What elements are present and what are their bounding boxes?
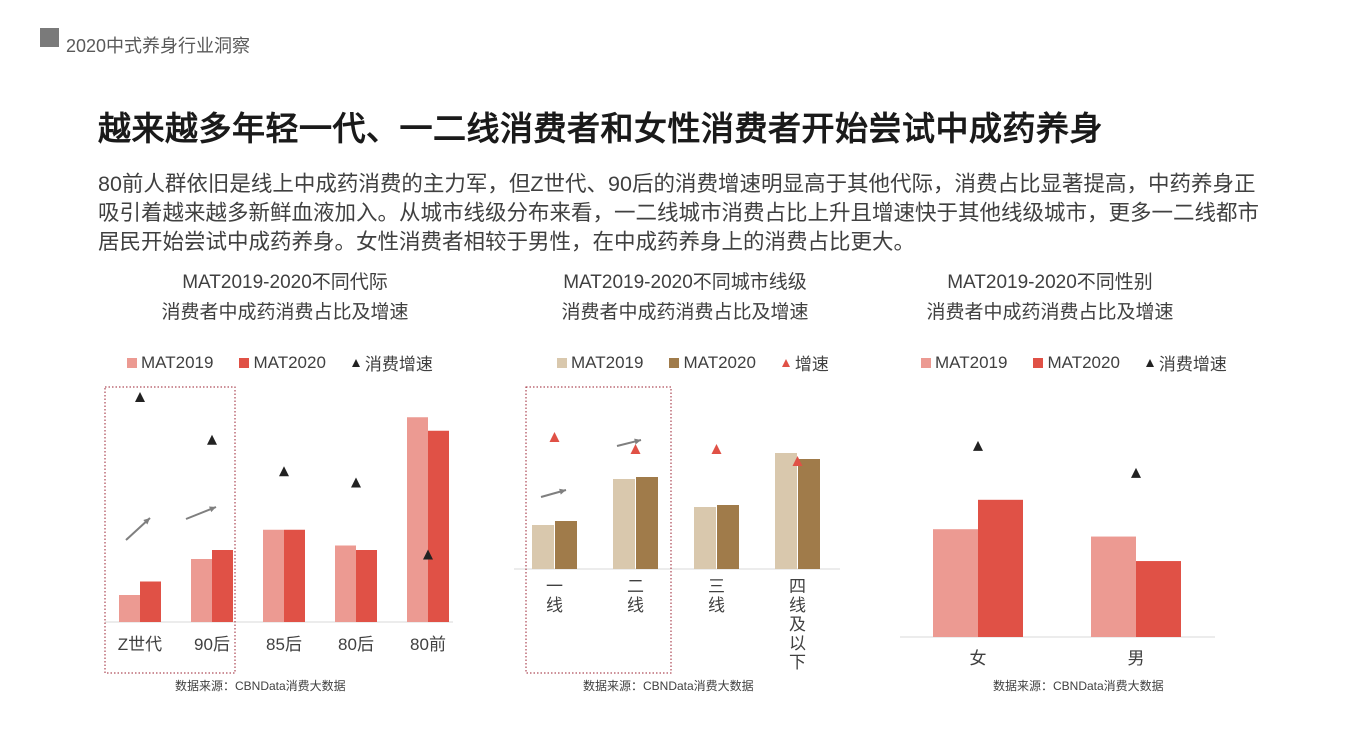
chart2-title-line2: 消费者中成药消费占比及增速 [561, 302, 809, 323]
chart2-bar-mat2020-2 [717, 505, 739, 569]
chart1-tick-label-2: 85后 [266, 635, 302, 654]
chart1-title-line1: MAT2019-2020不同代际 [182, 272, 388, 293]
chart1-bar-mat2019-2 [263, 529, 284, 622]
chart2-bar-mat2019-1 [613, 479, 635, 569]
chart3-bar-mat2019-1 [1091, 536, 1136, 637]
chart1-growth-marker-1 [207, 434, 217, 445]
chart1-legend-item-growth: 消费增速 [351, 350, 433, 375]
header-title: 2020中式养身行业洞察 [66, 36, 251, 56]
chart1-legend-item-2019: MAT2019 [127, 353, 213, 373]
page-title: 越来越多年轻一代、一二线消费者和女性消费者开始尝试中成药养身 [98, 110, 1103, 147]
chart3-bar-mat2020-0 [978, 499, 1023, 637]
chart3-tick-label-0: 女 [970, 649, 987, 668]
chart1-legend: MAT2019 MAT2020 消费增速 [127, 350, 459, 375]
chart1-growth-marker-2 [279, 466, 289, 477]
chart1-bar-mat2020-4 [428, 430, 449, 622]
chart1-bar-mat2019-4 [407, 417, 428, 622]
chart2-bar-mat2020-1 [636, 477, 658, 569]
chart1-bar-mat2020-2 [284, 529, 305, 622]
chart2-growth-marker-0 [549, 432, 560, 442]
chart2-bar-mat2020-3 [798, 459, 820, 569]
chart2-source: 数据来源：CBNData消费大数据 [583, 679, 754, 693]
chart2-tick-label-1: 二线 [627, 577, 644, 615]
chart2-tick-label-3: 四线及以下 [789, 577, 806, 672]
chart1-tick-label-4: 80前 [410, 635, 446, 654]
chart3-title-line1: MAT2019-2020不同性别 [947, 272, 1153, 293]
chart2-bar-mat2019-2 [694, 507, 716, 569]
chart1-tick-label-3: 80后 [338, 635, 374, 654]
chart2-tick-label-0: 一线 [546, 577, 563, 615]
chart1-bar-mat2020-0 [140, 581, 161, 622]
chart2-highlight-frame [525, 386, 672, 674]
chart3-title-line2: 消费者中成药消费占比及增速 [926, 302, 1174, 323]
chart2-trend-arrowhead-0 [559, 488, 566, 495]
chart1-title: MAT2019-2020不同代际 消费者中成药消费占比及增速 [100, 268, 470, 328]
chart3-legend: MAT2019 MAT2020 消费增速 [921, 350, 1253, 375]
chart3-legend-item-2020: MAT2020 [1033, 353, 1120, 373]
chart1-growth-marker-0 [135, 392, 145, 402]
chart1-bar-mat2020-3 [356, 550, 377, 622]
chart2-legend-item-2019: MAT2019 [557, 353, 643, 373]
chart3-legend-item-2019: MAT2019 [921, 353, 1007, 373]
chart1-trend-arrowhead-1 [209, 506, 216, 513]
chart2-trend-arrowhead-1 [634, 438, 641, 445]
chart1-growth-marker-3 [351, 477, 361, 488]
chart2-legend: MAT2019 MAT2020 增速 [557, 350, 855, 375]
chart1-bar-mat2020-1 [212, 550, 233, 622]
chart1-bar-mat2019-3 [335, 545, 356, 622]
chart3-growth-marker-0 [973, 440, 983, 451]
chart1-bar-mat2019-0 [119, 595, 140, 622]
chart2-legend-item-2020: MAT2020 [669, 353, 756, 373]
chart1-source: 数据来源：CBNData消费大数据 [175, 679, 346, 693]
chart3-title: MAT2019-2020不同性别 消费者中成药消费占比及增速 [895, 268, 1205, 328]
chart1-tick-label-1: 90后 [194, 635, 230, 654]
chart1-bar-mat2019-1 [191, 559, 212, 622]
chart2-title: MAT2019-2020不同城市线级 消费者中成药消费占比及增速 [510, 268, 860, 328]
chart1-growth-marker-4 [423, 549, 433, 560]
header-square-icon [40, 28, 59, 47]
chart2-bar-mat2019-0 [532, 525, 554, 569]
chart1-tick-label-0: Z世代 [118, 635, 162, 654]
chart3-source: 数据来源：CBNData消费大数据 [993, 679, 1164, 693]
chart2-bar-mat2019-3 [775, 453, 797, 569]
chart2-growth-marker-1 [630, 444, 641, 454]
chart3-legend-item-growth: 消费增速 [1145, 350, 1227, 375]
chart2-tick-label-2: 三线 [708, 577, 725, 615]
chart3-bar-mat2020-1 [1136, 561, 1181, 637]
chart3-bar-mat2019-0 [933, 529, 978, 637]
chart3-tick-label-1: 男 [1128, 649, 1145, 668]
chart1-title-line2: 消费者中成药消费占比及增速 [161, 302, 409, 323]
description-text: 80前人群依旧是线上中成药消费的主力军，但Z世代、90后的消费增速明显高于其他代… [98, 172, 1260, 254]
chart1-highlight-frame [104, 386, 236, 674]
chart3-growth-marker-1 [1131, 467, 1141, 478]
chart1-legend-item-2020: MAT2020 [239, 353, 326, 373]
chart2-title-line1: MAT2019-2020不同城市线级 [563, 272, 807, 293]
chart2-growth-marker-3 [792, 456, 803, 466]
chart2-bar-mat2020-0 [555, 521, 577, 569]
chart1-trend-arrowhead-0 [143, 518, 150, 525]
chart2-growth-marker-2 [711, 444, 722, 454]
chart2-legend-item-growth: 增速 [781, 350, 829, 375]
